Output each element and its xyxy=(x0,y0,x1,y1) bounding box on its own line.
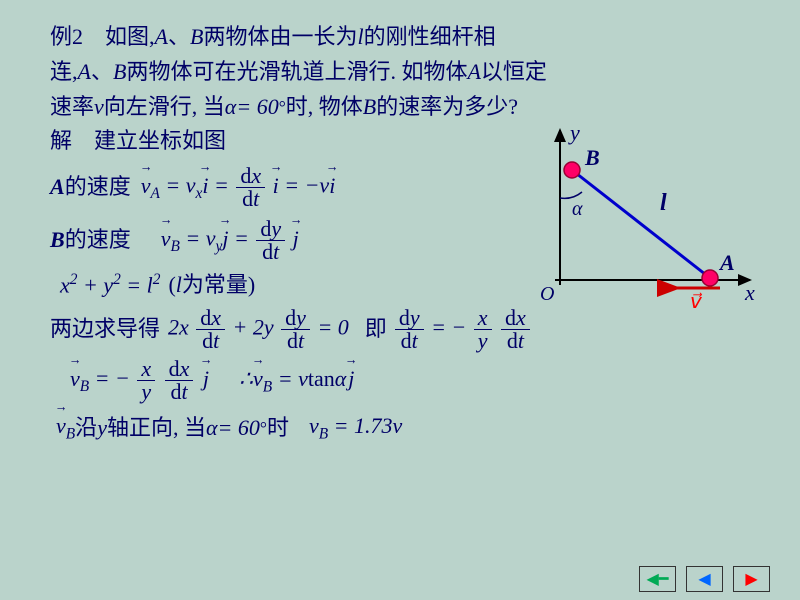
next-button[interactable]: ▶ xyxy=(733,566,770,592)
text: = 60 xyxy=(236,92,278,123)
problem-line-2: 连, A 、 B 两物体可在光滑轨道上滑行. 如物体 A 以恒定 xyxy=(50,57,770,88)
label-l: l xyxy=(660,190,667,216)
label-y: y xyxy=(568,120,580,145)
problem-line-3: 速率 v 向左滑行, 当 α = 60° 时, 物体 B 的速率为多少? xyxy=(50,92,770,123)
eq-vB-tan: ∴vB = vtanαj xyxy=(239,364,354,398)
physics-diagram: y x O B A l α v⃗ xyxy=(530,120,760,310)
degree: ° xyxy=(279,95,286,120)
vB-result-line: vB = − xy dxdt j ∴vB = vtanαj xyxy=(50,358,770,403)
ball-B xyxy=(564,162,580,178)
text: 连, xyxy=(50,57,78,88)
text: 例2 如图, xyxy=(50,22,155,53)
label-alpha: α xyxy=(572,198,583,220)
text: 两物体可在光滑轨道上滑行. 如物体 xyxy=(126,57,467,88)
text: 的速度 xyxy=(65,225,131,256)
text: 的速度 xyxy=(65,172,131,203)
text: 的刚性细杆相 xyxy=(364,22,496,53)
label-B: B xyxy=(584,145,600,170)
eq-derivative: 2x dxdt + 2y dydt = 0 xyxy=(168,307,349,352)
back-button[interactable]: ◀━ xyxy=(639,566,676,592)
text: 轴正向, 当 xyxy=(107,413,206,444)
ball-A xyxy=(702,270,718,286)
problem-line-1: 例2 如图, A 、 B 两物体由一长为 l 的刚性细杆相 xyxy=(50,22,770,53)
var-v: v xyxy=(94,92,104,123)
text: 解 建立坐标如图 xyxy=(50,126,226,157)
text: ( xyxy=(168,270,175,301)
derivative-line: 两边求导得 2x dxdt + 2y dydt = 0 即 dydt = − x… xyxy=(50,307,770,352)
eq-vA: vA = vxi = dxdt i = −vi xyxy=(141,165,336,210)
text: 的速率为多少? xyxy=(376,92,518,123)
degree: ° xyxy=(260,416,267,441)
text: 沿 xyxy=(75,413,97,444)
label-x: x xyxy=(744,280,755,305)
var-y: y xyxy=(97,413,107,444)
text: 为常量) xyxy=(182,270,255,301)
rod xyxy=(572,170,710,278)
text: 时 xyxy=(267,413,289,444)
text: 以恒定 xyxy=(481,57,547,88)
var-A: A xyxy=(155,22,168,53)
vec-vB: vB xyxy=(56,411,75,445)
text: 、 xyxy=(91,57,113,88)
final-result: vB = 1.73v xyxy=(309,411,402,445)
prev-button[interactable]: ◀ xyxy=(686,566,723,592)
text: 速率 xyxy=(50,92,94,123)
eq-vB: vB = vyj = dydt j xyxy=(161,218,299,263)
var-A: A xyxy=(467,57,480,88)
conclusion-line: vB 沿 y 轴正向, 当 α = 60° 时 vB = 1.73v xyxy=(50,411,770,445)
text: 两物体由一长为 xyxy=(203,22,357,53)
nav-buttons: ◀━ ◀ ▶ xyxy=(639,566,770,592)
text: 、 xyxy=(168,22,190,53)
text: 向左滑行, 当 xyxy=(104,92,225,123)
eq-constraint: x2 + y2 = l2 xyxy=(60,269,160,301)
label-v: v⃗ xyxy=(690,291,703,310)
text: 时, 物体 xyxy=(286,92,363,123)
var-B: B xyxy=(190,22,203,53)
var-B: B xyxy=(113,57,126,88)
label-A: A xyxy=(718,250,735,275)
label-O: O xyxy=(540,283,554,305)
eq-dydt: dydt = − xy dxdt xyxy=(393,307,532,352)
text: 即 xyxy=(365,314,387,345)
var-A: A xyxy=(78,57,91,88)
text: 两边求导得 xyxy=(50,314,160,345)
var-alpha: α xyxy=(206,413,218,444)
var-B: B xyxy=(363,92,376,123)
var-alpha: α xyxy=(225,92,237,123)
text: = 60 xyxy=(218,413,260,444)
eq-vB-frac: vB = − xy dxdt j xyxy=(70,358,209,403)
label-A: A xyxy=(50,172,65,203)
label-B: B xyxy=(50,225,65,256)
